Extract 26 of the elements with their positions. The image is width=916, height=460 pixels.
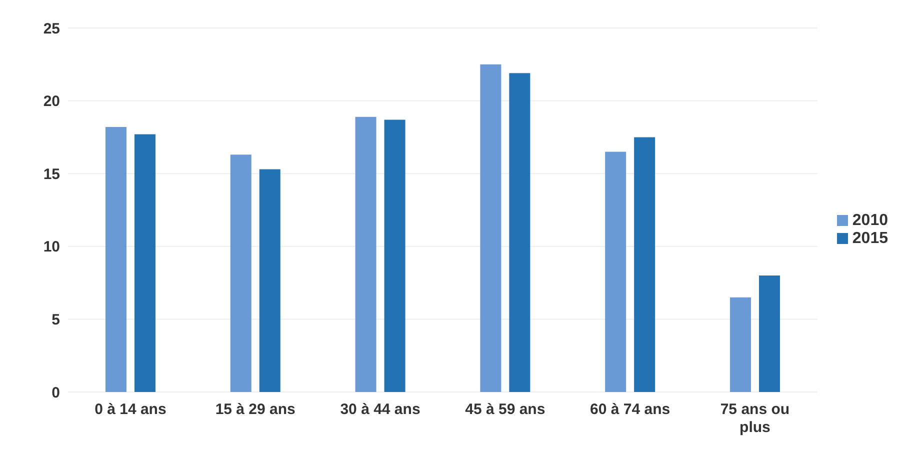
y-tick-label: 10 (43, 238, 60, 256)
x-tick-label: 75 ans ou plus (720, 401, 790, 436)
bar (259, 169, 280, 392)
bar (605, 152, 626, 392)
bar (730, 297, 751, 392)
y-tick-label: 0 (52, 384, 60, 402)
bar (384, 120, 406, 392)
bar (758, 276, 780, 392)
legend-label: 2010 (852, 212, 888, 229)
bar (509, 73, 530, 392)
y-tick-label: 25 (43, 20, 60, 38)
y-tick-label: 5 (52, 312, 60, 329)
bar (480, 64, 502, 392)
legend-label: 2015 (852, 230, 888, 247)
bar (355, 116, 376, 392)
x-tick-label: 15 à 29 ans (215, 401, 296, 418)
bar (634, 137, 656, 392)
x-tick-label: 0 à 14 ans (94, 401, 166, 418)
bar (105, 127, 126, 392)
x-tick-label: 30 à 44 ans (340, 401, 420, 418)
y-tick-label: 20 (43, 93, 60, 110)
x-tick-label: 45 à 59 ans (465, 401, 546, 418)
bar (230, 154, 252, 392)
y-tick-label: 15 (43, 166, 60, 183)
x-tick-label: 60 à 74 ans (590, 401, 670, 418)
bar (134, 134, 156, 392)
